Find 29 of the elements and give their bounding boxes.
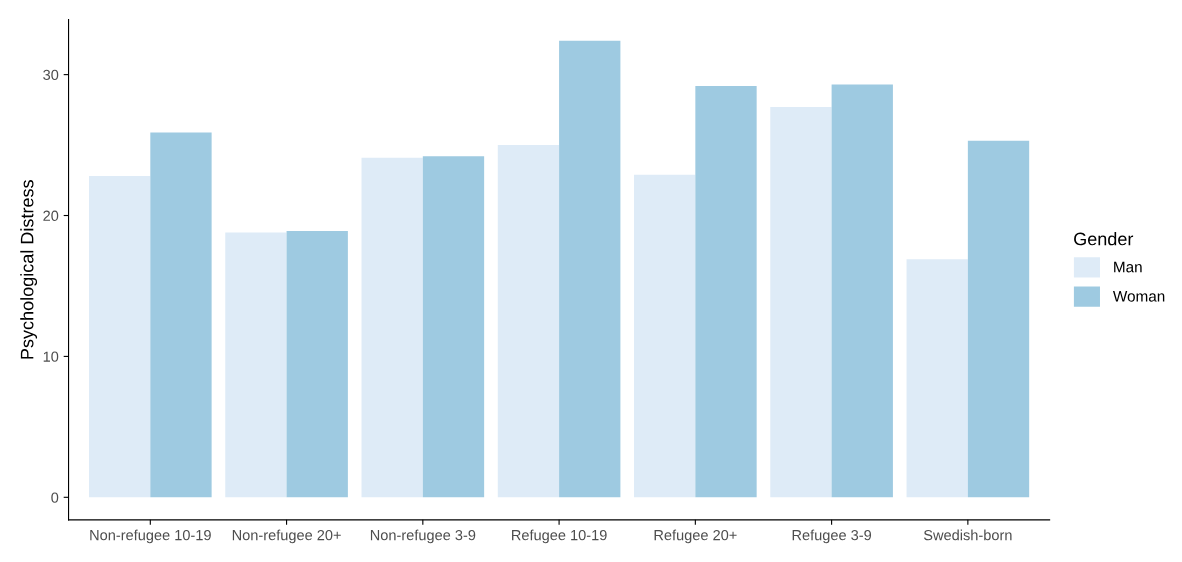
bar	[225, 232, 287, 498]
legend-title: Gender	[1074, 232, 1134, 246]
bar	[770, 107, 832, 498]
bar	[497, 145, 560, 498]
x-tick-label: Swedish-born	[923, 529, 1012, 541]
legend-label: Woman	[1112, 291, 1165, 302]
bar	[906, 259, 968, 498]
x-tick-label: Non-refugee 10-19	[90, 529, 211, 544]
x-tick-label: Refugee 10-19	[512, 529, 607, 544]
bar	[286, 231, 348, 498]
bar	[150, 132, 212, 498]
bar	[88, 176, 151, 498]
x-tick-label: Non-refugee 3-9	[370, 529, 476, 544]
bar	[559, 40, 621, 498]
bar	[361, 157, 423, 498]
bar	[695, 85, 757, 498]
y-tick-label: 10	[43, 351, 59, 362]
y-tick-label: 0	[51, 492, 59, 503]
y-axis-title: Psychological Distress	[20, 180, 38, 359]
x-tick-label: Refugee 20+	[654, 529, 737, 544]
bar	[422, 156, 485, 498]
y-tick-label: 20	[43, 210, 59, 221]
bar	[634, 174, 696, 498]
legend-label: Man	[1114, 261, 1142, 273]
y-tick-label: 30	[43, 69, 59, 81]
x-tick-label: Non-refugee 20+	[232, 529, 341, 544]
bar	[831, 84, 893, 498]
bar	[967, 140, 1030, 498]
x-tick-label: Refugee 3-9	[792, 529, 872, 544]
